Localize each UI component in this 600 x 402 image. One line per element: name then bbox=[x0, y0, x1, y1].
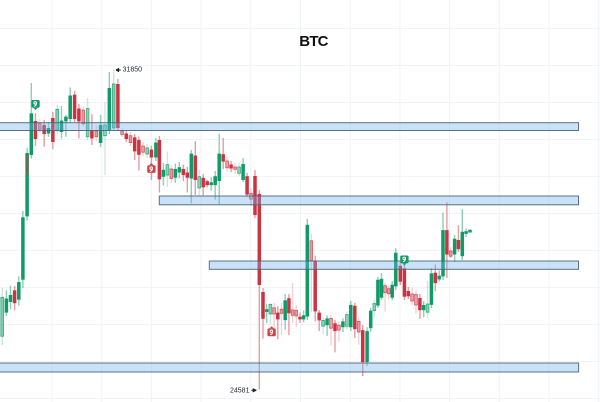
svg-text:BTC: BTC bbox=[299, 33, 328, 50]
svg-text:24581: 24581 bbox=[230, 388, 250, 395]
svg-text:31850: 31850 bbox=[123, 66, 143, 73]
